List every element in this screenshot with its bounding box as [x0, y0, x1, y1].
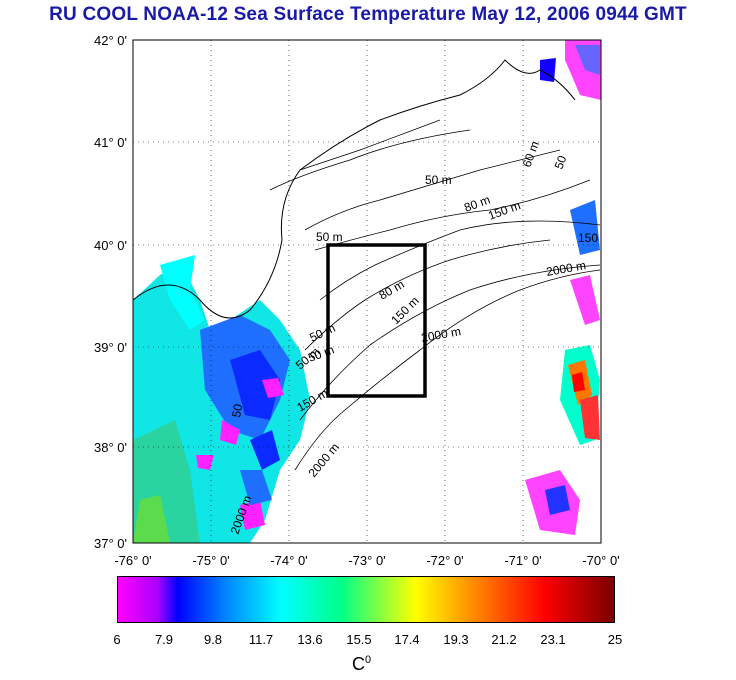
colorbar — [117, 576, 615, 623]
colorbar-tick: 23.1 — [540, 632, 566, 647]
colorbar-tick: 15.5 — [346, 632, 372, 647]
contour-label: 2000 m — [545, 258, 587, 279]
colorbar-tick: 9.8 — [203, 632, 223, 647]
contour-label: 50 m — [425, 173, 452, 187]
colorbar-tick: 7.9 — [154, 632, 174, 647]
lat-label: 37° 0' — [94, 536, 127, 551]
colorbar-tick: 13.6 — [297, 632, 323, 647]
lat-label: 42° 0' — [94, 33, 127, 48]
contour-label: 50 m — [316, 230, 343, 244]
contour-label: 50 — [552, 153, 570, 171]
contour-label: 2000 m — [420, 324, 462, 345]
lon-label: -72° 0' — [426, 553, 464, 568]
colorbar-tick: 11.7 — [248, 632, 274, 647]
contour-label: 150 — [578, 231, 598, 245]
colorbar-tick: 17.4 — [394, 632, 420, 647]
lon-label: -75° 0' — [192, 553, 230, 568]
lat-label: 39° 0' — [94, 340, 127, 355]
study-area-box — [326, 243, 427, 398]
lat-label: 38° 0' — [94, 440, 127, 455]
map-title: RU COOL NOAA-12 Sea Surface Temperature … — [49, 4, 687, 25]
lat-label: 41° 0' — [94, 135, 127, 150]
colorbar-unit: C0 — [352, 654, 372, 674]
colorbar-tick: 19.3 — [443, 632, 469, 647]
colorbar-tick: 6 — [113, 632, 121, 647]
lon-label: -76° 0' — [114, 553, 152, 568]
contour-label: 50 — [229, 403, 245, 419]
lat-label: 40° 0' — [94, 238, 127, 253]
colorbar-tick: 21.2 — [491, 632, 517, 647]
lon-label: -73° 0' — [348, 553, 386, 568]
lon-label: -74° 0' — [270, 553, 308, 568]
lon-label: -70° 0' — [582, 553, 620, 568]
colorbar-tick: 25 — [607, 632, 623, 647]
lon-label: -71° 0' — [504, 553, 542, 568]
